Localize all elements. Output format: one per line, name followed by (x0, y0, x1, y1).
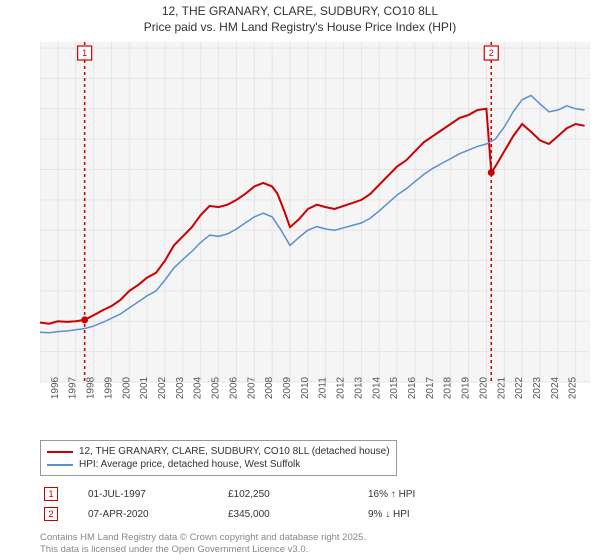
annotation-badge: 1 (44, 487, 58, 501)
svg-text:2005: 2005 (211, 376, 222, 399)
footer-line1: Contains HM Land Registry data © Crown c… (40, 532, 366, 544)
legend-area: 12, THE GRANARY, CLARE, SUDBURY, CO10 8L… (40, 440, 588, 524)
annotation-price: £345,000 (228, 509, 338, 520)
svg-text:2001: 2001 (139, 376, 150, 399)
annotation-delta: 9% ↓ HPI (368, 509, 478, 520)
svg-text:2025: 2025 (568, 376, 579, 399)
title-block: 12, THE GRANARY, CLARE, SUDBURY, CO10 8L… (0, 0, 600, 35)
svg-text:2000: 2000 (121, 376, 132, 399)
title-line1: 12, THE GRANARY, CLARE, SUDBURY, CO10 8L… (0, 4, 600, 20)
annotation-date: 01-JUL-1997 (88, 489, 198, 500)
svg-text:2016: 2016 (407, 376, 418, 399)
svg-text:1999: 1999 (103, 376, 114, 399)
svg-text:2013: 2013 (353, 376, 364, 399)
legend-swatch (47, 451, 73, 453)
legend: 12, THE GRANARY, CLARE, SUDBURY, CO10 8L… (40, 440, 397, 476)
annotation-delta: 16% ↑ HPI (368, 489, 478, 500)
annotation-price: £102,250 (228, 489, 338, 500)
svg-text:2004: 2004 (193, 376, 204, 399)
svg-text:2015: 2015 (389, 376, 400, 399)
svg-text:1: 1 (82, 48, 87, 58)
svg-text:1996: 1996 (50, 376, 61, 399)
svg-text:2003: 2003 (175, 376, 186, 399)
svg-text:2012: 2012 (336, 376, 347, 399)
svg-text:2014: 2014 (371, 376, 382, 399)
svg-text:1997: 1997 (68, 376, 79, 399)
legend-label: 12, THE GRANARY, CLARE, SUDBURY, CO10 8L… (79, 446, 390, 457)
title-line2: Price paid vs. HM Land Registry's House … (0, 20, 600, 36)
annotation-row: 2 07-APR-2020 £345,000 9% ↓ HPI (40, 504, 588, 524)
svg-text:2010: 2010 (300, 376, 311, 399)
svg-text:1998: 1998 (86, 376, 97, 399)
legend-swatch (47, 464, 73, 466)
svg-text:2024: 2024 (550, 376, 561, 399)
legend-item: 12, THE GRANARY, CLARE, SUDBURY, CO10 8L… (47, 445, 390, 458)
svg-text:2019: 2019 (461, 376, 472, 399)
legend-item: HPI: Average price, detached house, West… (47, 458, 390, 471)
svg-text:2: 2 (489, 48, 494, 58)
chart-svg: £0£50K£100K£150K£200K£250K£300K£350K£400… (40, 42, 590, 412)
svg-text:2008: 2008 (264, 376, 275, 399)
svg-text:2022: 2022 (514, 376, 525, 399)
svg-text:2017: 2017 (425, 376, 436, 399)
legend-label: HPI: Average price, detached house, West… (79, 459, 300, 470)
annotation-badge: 2 (44, 507, 58, 521)
svg-text:2002: 2002 (157, 376, 168, 399)
svg-text:2009: 2009 (282, 376, 293, 399)
chart-container: 12, THE GRANARY, CLARE, SUDBURY, CO10 8L… (0, 0, 600, 560)
svg-text:2007: 2007 (246, 376, 257, 399)
svg-text:2021: 2021 (496, 376, 507, 399)
footer-line2: This data is licensed under the Open Gov… (40, 544, 366, 556)
svg-text:2018: 2018 (443, 376, 454, 399)
annotation-row: 1 01-JUL-1997 £102,250 16% ↑ HPI (40, 484, 588, 504)
x-axis: 1995 1996 1997 1998 1999 2000 2001 2002 2003 2004… (40, 376, 579, 399)
annotations-table: 1 01-JUL-1997 £102,250 16% ↑ HPI 2 07-AP… (40, 484, 588, 524)
annotation-date: 07-APR-2020 (88, 509, 198, 520)
footer: Contains HM Land Registry data © Crown c… (40, 532, 366, 556)
svg-text:1995: 1995 (40, 376, 43, 399)
svg-text:2011: 2011 (318, 377, 329, 399)
svg-text:2020: 2020 (478, 376, 489, 399)
plot-background (40, 42, 590, 382)
svg-text:2023: 2023 (532, 376, 543, 399)
svg-text:2006: 2006 (228, 376, 239, 399)
